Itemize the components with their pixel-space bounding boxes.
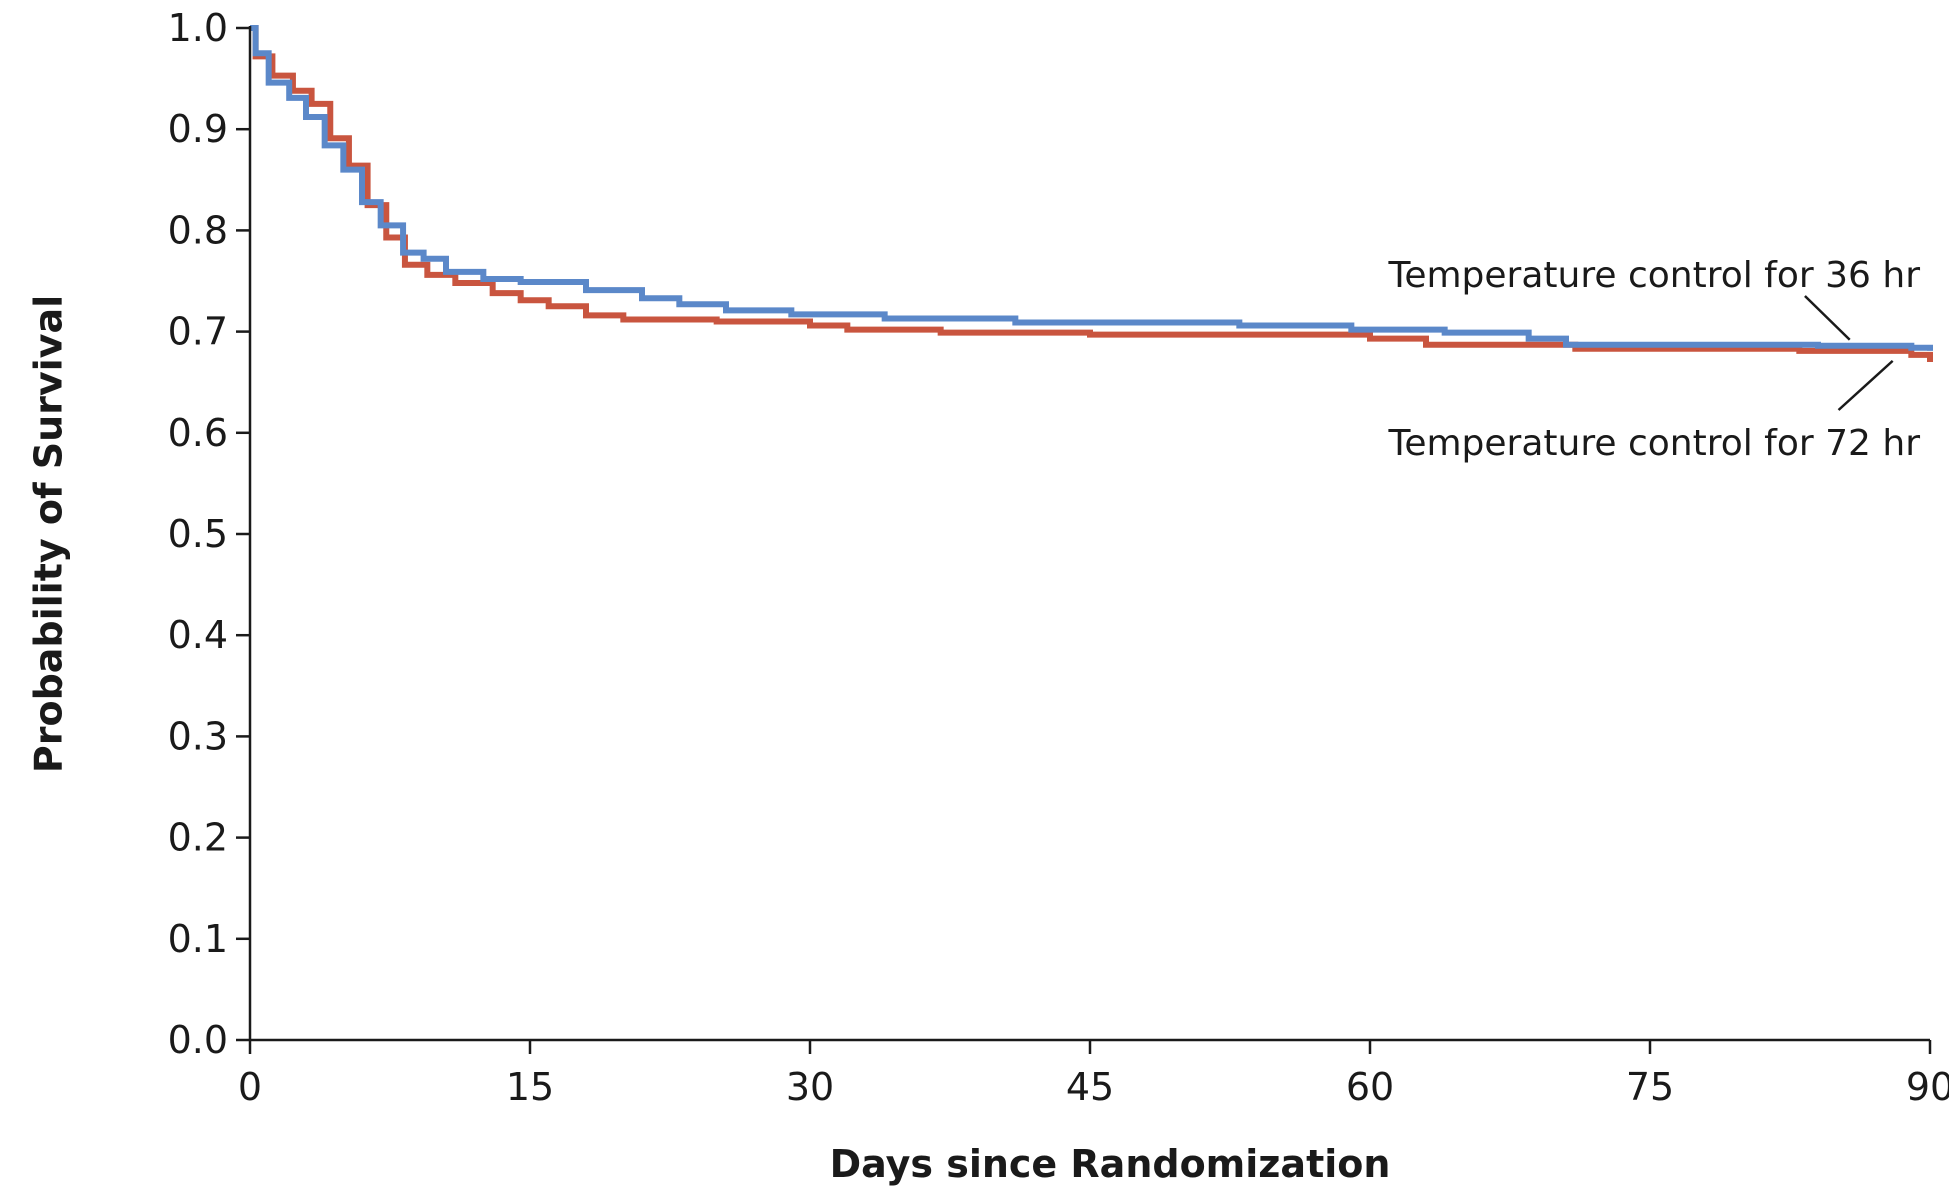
x-tick-label: 0: [238, 1065, 262, 1109]
annotation-36hr-leader: [1804, 295, 1851, 341]
x-tick-label: 45: [1066, 1065, 1114, 1109]
y-tick-label: 0.3: [168, 714, 228, 758]
y-tick-label: 0.7: [168, 310, 228, 354]
x-tick-label: 60: [1346, 1065, 1394, 1109]
annotation-36hr: Temperature control for 36 hr: [1387, 255, 1920, 296]
y-tick-label: 0.0: [168, 1018, 228, 1062]
series-layer: [250, 25, 1933, 362]
series-36hr-line: [250, 25, 1933, 351]
annotation-72hr: Temperature control for 72 hr: [1387, 423, 1920, 464]
y-tick-label: 1.0: [168, 6, 228, 50]
y-tick-label: 0.6: [168, 411, 228, 455]
x-tick-label: 15: [506, 1065, 554, 1109]
y-axis-ticks: 0.0 0.1 0.2 0.3 0.4 0.5 0.6 0.7 0.8 0.9 1.0: [168, 6, 250, 1062]
y-axis-label: Probability of Survival: [26, 295, 70, 773]
x-axis-ticks: 0 15 30 45 60 75 90: [238, 1040, 1949, 1109]
x-axis-label: Days since Randomization: [830, 1142, 1391, 1186]
annotation-72hr-leader: [1837, 359, 1894, 411]
y-tick-label: 0.4: [168, 613, 228, 657]
x-tick-label: 75: [1626, 1065, 1674, 1109]
series-72hr-line: [250, 25, 1933, 362]
y-tick-label: 0.5: [168, 512, 228, 556]
x-tick-label: 90: [1906, 1065, 1949, 1109]
x-tick-label: 30: [786, 1065, 834, 1109]
y-tick-label: 0.9: [168, 107, 228, 151]
y-tick-label: 0.8: [168, 208, 228, 252]
y-tick-label: 0.1: [168, 917, 228, 961]
y-tick-label: 0.2: [168, 816, 228, 860]
